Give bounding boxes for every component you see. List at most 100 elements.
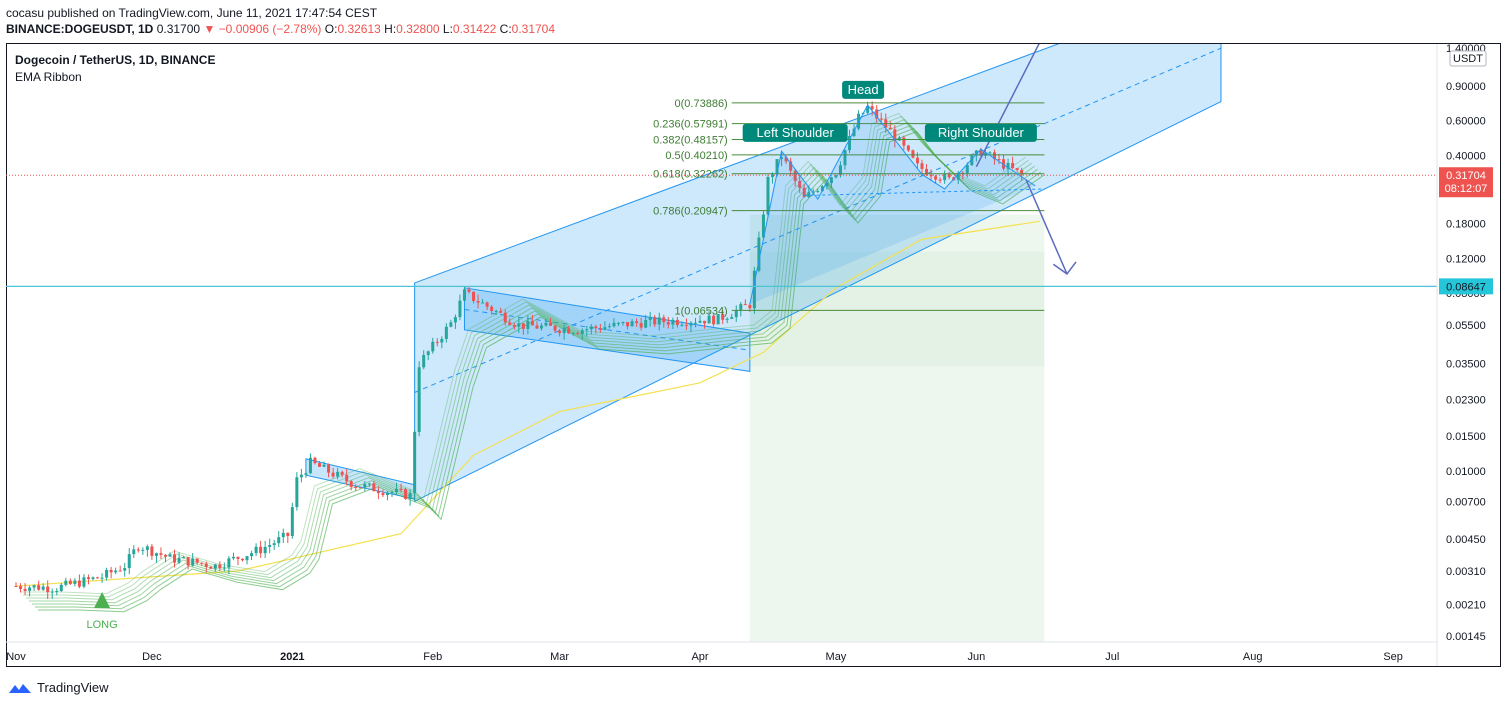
candle-body <box>236 556 240 559</box>
candle-body <box>168 554 172 557</box>
candle-body <box>186 557 190 566</box>
last-price: 0.31700 <box>156 22 201 36</box>
candle-body <box>55 590 59 592</box>
candle-body <box>820 186 824 192</box>
candle-body <box>517 323 521 327</box>
fib-level-label: 0.382(0.48157) <box>653 134 728 146</box>
countdown-label: 08:12:07 <box>1445 183 1488 195</box>
candle-body <box>521 323 525 329</box>
candle-body <box>743 304 747 306</box>
candle-body <box>19 586 23 589</box>
candle-body <box>100 577 104 579</box>
candle-body <box>712 315 716 325</box>
candle-body <box>399 488 403 490</box>
candle-body <box>68 580 72 584</box>
footer-brand[interactable]: TradingView <box>8 680 109 695</box>
candle-body <box>789 161 793 171</box>
ohlc-line: BINANCE:DOGEUSDT, 1D 0.31700 ▼ −0.00906 … <box>6 22 555 36</box>
candle-body <box>644 319 648 328</box>
ema-ribbon-line-3 <box>29 121 1035 604</box>
long-signal-icon <box>94 592 111 608</box>
time-tick-label: Feb <box>423 651 442 663</box>
candle-body <box>358 487 362 489</box>
candle-body <box>848 136 852 151</box>
candle-body <box>345 474 349 482</box>
candle-body <box>272 543 276 546</box>
candle-body <box>313 457 317 464</box>
candle-body <box>136 549 140 551</box>
ascending-channel <box>414 44 1222 503</box>
pattern-label: Right Shoulder <box>938 125 1025 140</box>
candle-body <box>28 587 32 591</box>
candle-body <box>336 471 340 477</box>
candle-body <box>739 304 743 311</box>
candle-body <box>381 493 385 496</box>
candle-body <box>444 326 448 339</box>
candle-body <box>227 558 231 568</box>
candle-body <box>938 179 942 181</box>
candle-body <box>616 322 620 324</box>
candle-body <box>404 489 408 499</box>
candle-body <box>956 172 960 180</box>
ema-ribbon-line-0 <box>20 112 1026 595</box>
candle-body <box>870 106 874 110</box>
candle-body <box>86 577 90 579</box>
candle-body <box>761 214 765 238</box>
price-tick-label: 0.02300 <box>1446 395 1486 407</box>
candle-body <box>943 174 947 181</box>
pattern-label-box <box>842 80 885 99</box>
candle-body <box>213 564 217 569</box>
candle-body <box>979 150 983 156</box>
down-arrow-icon: ▼ <box>203 22 216 36</box>
flag-midline <box>464 308 750 351</box>
candle-body <box>163 554 167 557</box>
candle-body <box>580 330 584 334</box>
candle-body <box>1015 168 1019 170</box>
candle-body <box>576 333 580 335</box>
candle-body <box>177 558 181 563</box>
candle-body <box>241 558 244 561</box>
candle-body <box>725 318 729 320</box>
tradingview-logo-icon <box>9 683 31 693</box>
last-price-label: 0.31704 <box>1446 170 1486 182</box>
symbol-label: BINANCE:DOGEUSDT, 1D <box>6 22 154 36</box>
price-tick-label: 0.00450 <box>1446 534 1486 546</box>
candle-body <box>77 580 81 587</box>
candle-body <box>675 319 679 326</box>
candle-body <box>630 321 634 327</box>
candle-body <box>920 163 924 169</box>
candle-body <box>231 556 235 559</box>
candle-body <box>490 306 494 312</box>
candle-body <box>245 556 249 561</box>
candle-body <box>32 585 36 588</box>
candle-body <box>91 577 95 579</box>
ema-ribbon-line-1 <box>23 115 1029 598</box>
candle-body <box>191 558 195 566</box>
price-tick-label: 0.00310 <box>1446 566 1486 578</box>
candle-body <box>771 174 775 177</box>
candle-body <box>988 152 992 154</box>
candle-body <box>866 106 870 113</box>
candle-body <box>879 118 883 120</box>
candle-body <box>159 553 163 555</box>
candle-body <box>1011 162 1015 169</box>
fib-level-label: 1(0.06534) <box>675 305 728 317</box>
candle-body <box>340 471 344 475</box>
pattern-label: Left Shoulder <box>756 125 834 140</box>
neckline <box>804 188 1045 197</box>
time-tick-label: Aug <box>1243 651 1263 663</box>
candle-body <box>902 137 906 146</box>
candle-body <box>684 324 688 326</box>
candle-body <box>440 338 444 343</box>
chart-frame[interactable] <box>6 43 1501 667</box>
candle-body <box>603 327 607 330</box>
time-tick-label: Nov <box>6 651 26 663</box>
candle-body <box>888 127 892 130</box>
candle-body <box>539 325 543 329</box>
candle-body <box>23 588 27 591</box>
head-shoulders-pattern <box>749 104 1036 305</box>
candle-body <box>154 553 158 556</box>
candle-body <box>607 326 611 328</box>
price-tick-label: 0.01500 <box>1446 431 1486 443</box>
